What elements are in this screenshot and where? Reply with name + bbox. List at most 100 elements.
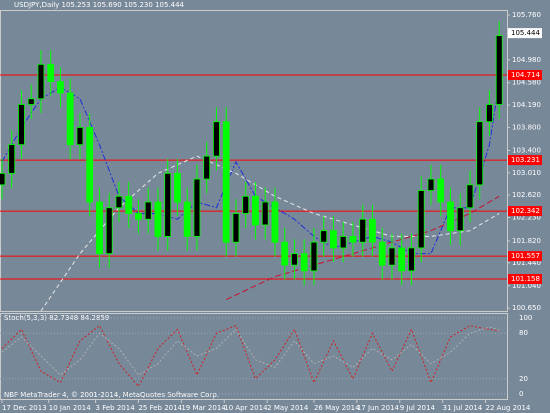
main-panel	[0, 10, 508, 312]
candle-body	[86, 127, 94, 203]
candle-body	[105, 207, 113, 255]
candle-body	[310, 241, 318, 272]
y-tick-label: 103.010	[512, 169, 541, 177]
footer: NBF MetaTrader 4, © 2001-2014, MetaQuote…	[4, 391, 219, 399]
y-tick-label: 100	[519, 314, 532, 322]
y-tick-label: 0	[519, 390, 523, 398]
candle-body	[437, 178, 445, 203]
candle-body	[388, 247, 396, 266]
x-tick-label: 17 Jun 2014	[357, 404, 400, 412]
x-tick-label: 2 May 2014	[267, 404, 309, 412]
chart-title: USDJPY,Daily 105.253 105.690 105.230 105…	[14, 1, 185, 9]
stoch-line	[1, 326, 500, 376]
indicator-title: Stoch(5,3,3) 82.7348 84.2859	[4, 314, 109, 322]
candle-body	[349, 236, 357, 243]
candle-body	[359, 218, 367, 243]
candle-body	[486, 104, 493, 123]
level-label-box	[508, 273, 542, 284]
last-price-box	[508, 28, 542, 39]
y-tick-label: 100.650	[512, 304, 541, 312]
candle-body	[37, 63, 45, 100]
sub-panel	[0, 313, 508, 400]
candle-body	[242, 195, 250, 214]
y-tick-label: 101.440	[512, 259, 541, 267]
candle-body	[8, 144, 16, 174]
candle-body	[203, 155, 211, 180]
x-tick-label: 10 Apr 2014	[224, 404, 268, 412]
candle-body	[96, 201, 103, 255]
x-tick-label: 9 Jul 2014	[400, 404, 436, 412]
candle-body	[476, 121, 484, 186]
x-tick-label: 3 Feb 2014	[96, 404, 136, 412]
level-label-box	[508, 251, 542, 262]
level-label: 101.557	[511, 252, 540, 260]
last-price-label: 105.444	[511, 29, 540, 37]
candle-body	[398, 247, 406, 272]
candle-body	[330, 230, 337, 249]
y-tick-label: 104.980	[512, 56, 541, 64]
candle-body	[447, 201, 454, 232]
candle-body	[320, 230, 328, 243]
candle-body	[427, 178, 435, 191]
candle-body	[57, 81, 64, 94]
x-tick-label: 26 May 2014	[314, 404, 360, 412]
candle-body	[125, 195, 133, 214]
candle-body	[193, 178, 201, 237]
level-label: 101.158	[511, 275, 540, 283]
candle-body	[408, 247, 415, 272]
candle-body	[154, 201, 162, 237]
candle-body	[466, 184, 474, 209]
candle-body	[144, 201, 152, 220]
candle-body	[456, 207, 464, 232]
y-tick-label: 105.760	[512, 11, 541, 19]
candle-body	[135, 213, 142, 220]
candle-body	[66, 92, 74, 146]
y-tick-label: 102.620	[512, 191, 541, 199]
candle-body	[213, 121, 220, 157]
candle-body	[378, 241, 386, 266]
candle-body	[417, 190, 425, 249]
candle-body	[27, 98, 35, 105]
candle-body	[369, 218, 376, 243]
candle-body	[300, 253, 308, 272]
candle-body	[291, 253, 298, 266]
candle-body	[47, 63, 55, 82]
candle-body	[261, 201, 269, 226]
y-tick-label: 103.800	[512, 123, 541, 131]
y-tick-label: 20	[519, 375, 528, 383]
candle-body	[281, 241, 289, 266]
candle-body	[0, 172, 6, 186]
candle-body	[76, 127, 84, 146]
candle-body	[18, 104, 25, 146]
level-label: 102.342	[511, 207, 540, 215]
candle-body	[174, 172, 181, 203]
moving-average	[1, 81, 500, 255]
candle-body	[252, 195, 259, 226]
y-tick-label: 101.820	[512, 237, 541, 245]
candle-body	[222, 121, 230, 243]
candle-body	[232, 213, 240, 243]
level-label-box	[508, 155, 542, 166]
level-label-box	[508, 206, 542, 217]
x-tick-label: 22 Aug 2014	[486, 404, 531, 412]
y-tick-label: 104.580	[512, 79, 541, 87]
candle-body	[271, 201, 279, 243]
level-label: 103.231	[511, 156, 540, 164]
x-tick-label: 31 Jul 2014	[443, 404, 483, 412]
y-tick-label: 80	[519, 329, 528, 337]
x-tick-label: 17 Dec 2013	[2, 404, 47, 412]
candle-body	[164, 172, 172, 237]
y-tick-label: 104.190	[512, 101, 541, 109]
x-tick-label: 25 Feb 2014	[138, 404, 182, 412]
candle-body	[115, 195, 123, 209]
x-tick-label: 10 Jan 2014	[49, 404, 92, 412]
x-tick-label: 19 Mar 2014	[181, 404, 226, 412]
candle-body	[339, 236, 347, 249]
candle-body	[183, 201, 191, 237]
y-tick-label: 102.230	[512, 214, 541, 222]
level-label-box	[508, 70, 542, 81]
level-label: 104.714	[511, 71, 540, 79]
y-tick-label: 101.040	[512, 282, 541, 290]
candle-body	[495, 35, 503, 105]
